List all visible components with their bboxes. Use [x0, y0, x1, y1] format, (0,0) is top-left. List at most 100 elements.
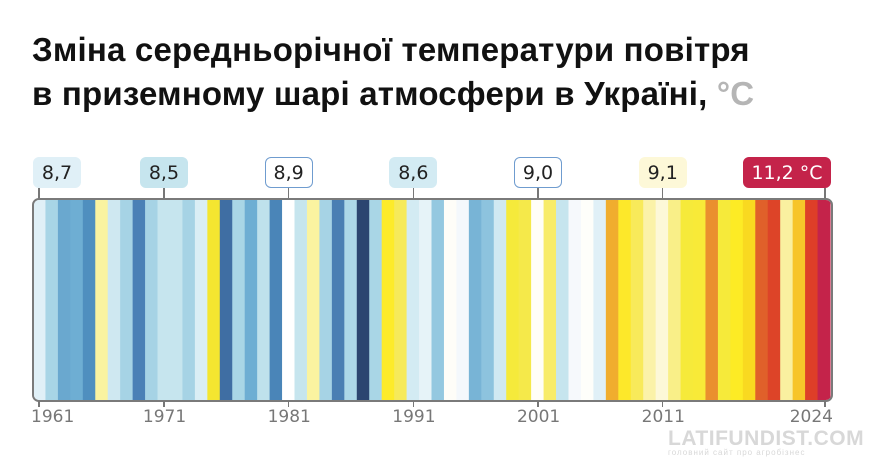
connector-2001: [537, 188, 539, 199]
stripe-2015: [705, 200, 719, 400]
tick-label-1991: 1991: [392, 407, 436, 427]
stripe-1975: [207, 200, 221, 400]
stripe-2014: [693, 200, 707, 400]
connector-1971: [163, 188, 165, 199]
stripe-1998: [493, 200, 507, 400]
tick-2001: [537, 401, 539, 407]
stripe-2017: [730, 200, 744, 400]
watermark-brand: LATIFUNDIST.COM: [668, 427, 865, 450]
watermark-tagline: головний сайт про агробізнес: [668, 448, 806, 457]
stripe-1961: [34, 200, 47, 400]
stripe-1986: [344, 200, 358, 400]
stripe-1970: [145, 200, 159, 400]
stripe-2010: [643, 200, 657, 400]
tick-1981: [287, 401, 290, 407]
stripe-1996: [468, 200, 482, 400]
stripe-1984: [319, 200, 333, 400]
stripe-1973: [182, 200, 196, 400]
stripe-1989: [381, 200, 395, 400]
tick-label-2001: 2001: [516, 407, 561, 427]
tick-2024: [824, 401, 826, 407]
stripe-1966: [95, 200, 109, 400]
stripes-plot: [34, 200, 831, 400]
connector-1981: [287, 188, 290, 199]
tick-label-1981: 1981: [267, 407, 311, 427]
tick-1971: [163, 401, 165, 407]
stripe-1967: [107, 200, 121, 400]
stripe-1977: [232, 200, 246, 400]
stripe-1971: [157, 200, 171, 400]
title-unit: °C: [716, 75, 755, 112]
stripe-2023: [805, 200, 819, 400]
stripe-2008: [618, 200, 632, 400]
stripe-1979: [257, 200, 271, 400]
stripe-1963: [57, 200, 71, 400]
value-label-2001: 9,0: [513, 157, 562, 188]
tick-label-2011: 2011: [641, 407, 685, 427]
value-label-2024: 11,2 °C: [743, 157, 831, 188]
stripe-1992: [419, 200, 433, 400]
title-line-2: в приземному шарі атмосфери в Україні, °…: [32, 72, 754, 116]
tick-label-2024: 2024: [789, 407, 833, 427]
stripe-1965: [82, 200, 96, 400]
stripe-2024: [817, 200, 831, 400]
connector-2011: [661, 188, 664, 199]
stripe-1974: [194, 200, 208, 400]
stripe-1993: [431, 200, 445, 400]
stripe-1968: [120, 200, 134, 400]
stripe-2011: [655, 200, 669, 400]
stripe-2019: [755, 200, 769, 400]
connector-1991: [412, 188, 415, 199]
tick-2011: [661, 401, 664, 407]
value-label-2011: 9,1: [638, 157, 687, 188]
stripe-2005: [580, 200, 594, 400]
chart-title: Зміна середньорічної температури повітря…: [32, 28, 754, 116]
stripe-1990: [394, 200, 408, 400]
stripe-1972: [169, 200, 184, 400]
stripe-1995: [456, 200, 470, 400]
tick-1961: [38, 401, 40, 407]
stripe-2006: [593, 200, 607, 400]
value-label-1981: 8,9: [264, 157, 313, 188]
stripe-1991: [406, 200, 420, 400]
value-label-1991: 8,6: [389, 157, 438, 188]
stripe-1988: [369, 200, 383, 400]
stripe-1985: [331, 200, 345, 400]
stripe-1981: [282, 200, 296, 400]
stripe-1983: [306, 200, 321, 400]
tick-1991: [412, 401, 415, 407]
title-line-1: Зміна середньорічної температури повітря: [32, 31, 750, 68]
stripe-2022: [792, 200, 806, 400]
stripe-2016: [717, 200, 731, 400]
stripe-1969: [132, 200, 146, 400]
connector-1961: [38, 188, 40, 199]
tick-label-1971: 1971: [142, 407, 187, 427]
stripe-2012: [668, 200, 682, 400]
stripe-2004: [568, 200, 582, 400]
watermark: LATIFUNDIST.COM головний сайт про агробі…: [668, 427, 865, 457]
stripe-2009: [630, 200, 644, 400]
stripe-1980: [269, 200, 283, 400]
stripe-2002: [543, 200, 557, 400]
stripe-2001: [531, 200, 545, 400]
stripe-1962: [45, 200, 59, 400]
value-label-1971: 8,5: [139, 157, 188, 188]
stripes-frame: [32, 198, 833, 402]
tick-label-1961: 1961: [31, 407, 75, 427]
connector-2024: [824, 188, 826, 199]
stripe-2018: [742, 200, 756, 400]
stripe-1997: [481, 200, 495, 400]
stripe-1964: [70, 200, 84, 400]
stripe-2020: [767, 200, 781, 400]
stripe-2000: [518, 200, 532, 400]
stripe-1994: [443, 200, 458, 400]
stripe-1987: [356, 200, 370, 400]
stripe-1982: [294, 200, 308, 400]
stripe-2003: [556, 200, 570, 400]
stripe-2007: [605, 200, 619, 400]
stripe-1978: [244, 200, 258, 400]
value-label-1961: 8,7: [33, 157, 81, 188]
stripe-2021: [780, 200, 794, 400]
title-line-2-text: в приземному шарі атмосфери в Україні,: [32, 75, 708, 112]
stripe-2013: [680, 200, 694, 400]
